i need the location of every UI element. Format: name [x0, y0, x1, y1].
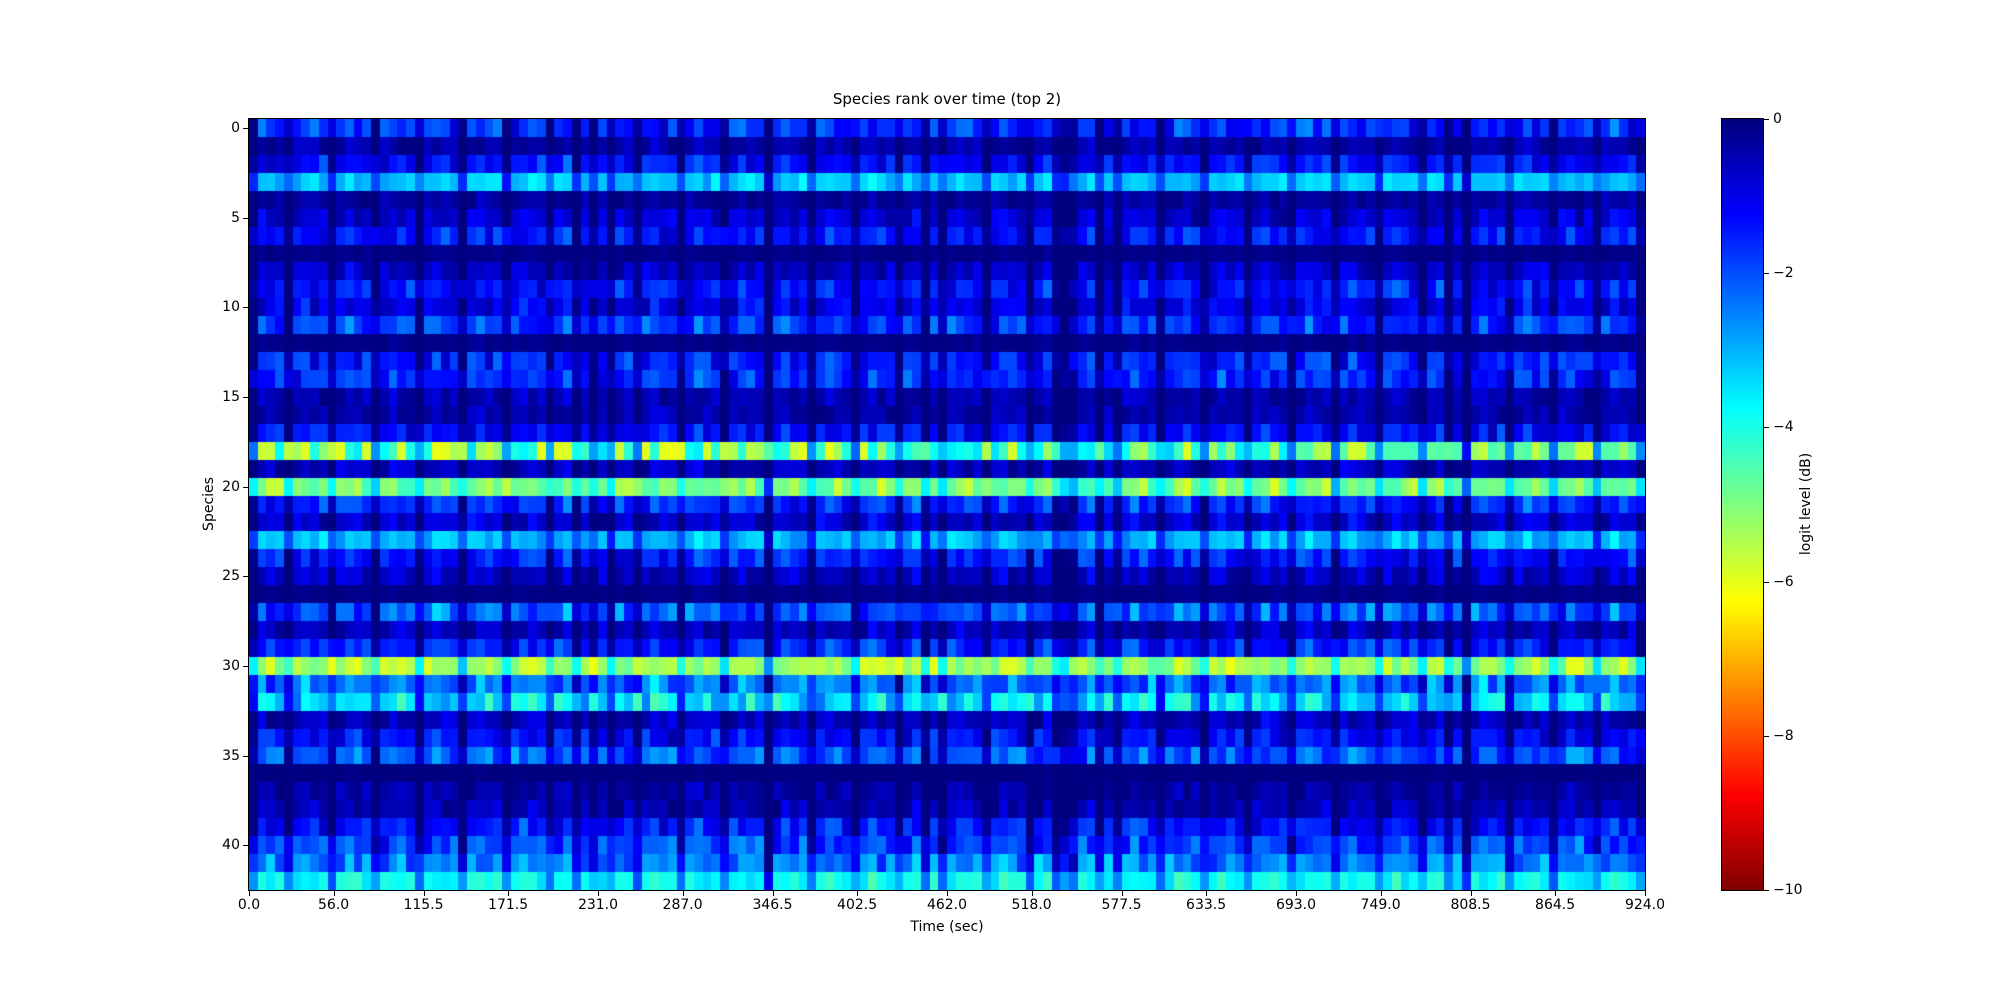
y-tick-label: 5	[231, 209, 240, 226]
colorbar-tick-label: −4	[1773, 419, 1794, 436]
y-tick-mark	[243, 576, 248, 578]
colorbar-tick-label: −6	[1773, 573, 1794, 590]
y-tick-label: 35	[222, 747, 240, 764]
x-tick-mark	[772, 891, 774, 896]
x-tick-mark	[1645, 891, 1646, 896]
x-tick-mark	[333, 891, 335, 896]
colorbar-tick-mark	[1764, 427, 1769, 429]
y-tick-mark	[243, 755, 248, 757]
y-tick-mark	[243, 396, 248, 398]
x-tick-label: 749.0	[1360, 897, 1401, 913]
colorbar-gradient	[1722, 119, 1763, 890]
y-tick-mark	[243, 217, 248, 219]
x-tick-mark	[598, 891, 599, 896]
y-tick-label: 0	[231, 119, 240, 136]
colorbar	[1721, 118, 1764, 891]
x-tick-mark	[1031, 891, 1033, 896]
colorbar-tick-mark	[1764, 119, 1769, 120]
x-tick-label: 346.5	[752, 897, 793, 913]
x-tick-label: 402.5	[837, 897, 878, 913]
y-tick-mark	[243, 845, 248, 847]
x-tick-label: 518.0	[1011, 897, 1052, 913]
x-tick-mark	[1555, 891, 1557, 896]
colorbar-tick-mark	[1764, 890, 1769, 891]
x-axis-label: Time (sec)	[910, 919, 984, 935]
colorbar-tick-label: −8	[1773, 727, 1794, 744]
y-tick-label: 10	[222, 299, 240, 316]
heatmap-canvas	[249, 119, 1645, 890]
x-tick-mark	[1470, 891, 1472, 896]
x-tick-label: 56.0	[318, 897, 350, 913]
colorbar-tick-label: −2	[1773, 265, 1794, 282]
y-tick-label: 30	[222, 657, 240, 674]
x-tick-label: 924.0	[1624, 897, 1666, 913]
x-tick-mark	[947, 891, 948, 896]
y-tick-label: 25	[222, 568, 240, 585]
x-tick-mark	[508, 891, 510, 896]
x-tick-label: 462.0	[926, 897, 968, 913]
colorbar-tick-label: −10	[1773, 882, 1803, 898]
plot-area	[248, 118, 1646, 891]
x-tick-mark	[857, 891, 859, 896]
x-tick-mark	[1206, 891, 1208, 896]
x-tick-label: 808.5	[1450, 897, 1491, 913]
colorbar-tick-label: 0	[1773, 111, 1782, 127]
y-tick-mark	[243, 127, 248, 129]
x-tick-label: 171.5	[488, 897, 529, 913]
x-tick-label: 231.0	[577, 897, 619, 913]
x-tick-label: 864.5	[1535, 897, 1576, 913]
y-tick-label: 40	[222, 837, 240, 854]
x-tick-mark	[1380, 891, 1382, 896]
x-tick-label: 693.0	[1275, 897, 1317, 913]
x-tick-mark	[1121, 891, 1123, 896]
x-tick-label: 115.5	[403, 897, 444, 913]
x-tick-mark	[1296, 891, 1297, 896]
colorbar-tick-mark	[1764, 735, 1769, 737]
y-tick-mark	[243, 307, 248, 309]
x-tick-label: 633.5	[1186, 897, 1227, 913]
x-tick-label: 577.5	[1101, 897, 1142, 913]
y-tick-mark	[243, 486, 248, 488]
x-tick-mark	[682, 891, 684, 896]
colorbar-tick-mark	[1764, 273, 1769, 275]
x-tick-label: 0.0	[237, 897, 261, 913]
y-tick-mark	[243, 665, 248, 667]
chart-title: Species rank over time (top 2)	[832, 90, 1062, 108]
y-tick-label: 15	[222, 388, 240, 405]
x-tick-label: 287.0	[662, 897, 703, 913]
y-tick-label: 20	[222, 478, 240, 495]
x-tick-mark	[423, 891, 425, 896]
x-tick-mark	[249, 891, 250, 896]
colorbar-tick-mark	[1764, 581, 1769, 583]
